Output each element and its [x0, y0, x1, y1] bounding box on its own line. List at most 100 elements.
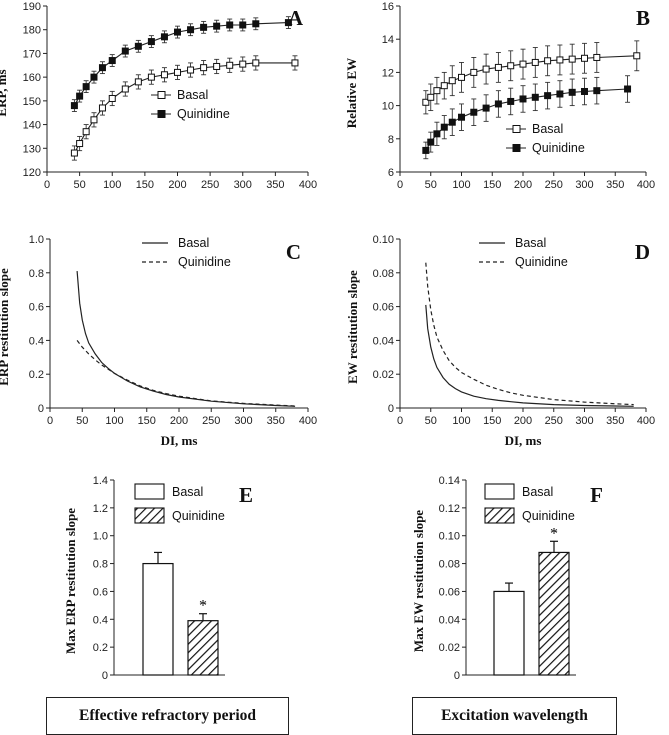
data-point-quinidine — [187, 26, 195, 34]
y-tick-label: 0.8 — [93, 559, 108, 571]
y-tick-label: 0.4 — [29, 335, 44, 347]
x-tick-label: 100 — [105, 415, 123, 427]
data-point-basal — [482, 65, 490, 73]
data-point-quinidine — [427, 138, 435, 146]
y-tick-label: 190 — [23, 1, 41, 13]
data-point-basal — [422, 98, 430, 106]
y-tick-label: 0.6 — [29, 302, 44, 314]
x-tick-label: 50 — [74, 179, 86, 191]
y-tick-label: 130 — [23, 143, 41, 155]
y-tick-label: 0 — [454, 670, 460, 682]
y-tick-label: 180 — [23, 25, 41, 37]
data-point-quinidine — [556, 90, 564, 98]
data-point-quinidine — [226, 21, 234, 29]
x-tick-label: 150 — [138, 415, 156, 427]
data-point-quinidine — [448, 118, 456, 126]
data-point-basal — [593, 53, 601, 61]
data-point-quinidine — [458, 113, 465, 121]
y-tick-label: 8 — [388, 134, 394, 146]
y-tick-label: 0.2 — [93, 642, 108, 654]
data-point-quinidine — [90, 73, 98, 81]
y-tick-label: 0.8 — [29, 268, 44, 280]
y-tick-label: 0.10 — [373, 234, 394, 246]
legend-swatch-quinidine — [484, 507, 515, 524]
data-point-quinidine — [593, 87, 601, 95]
data-point-quinidine — [98, 64, 106, 72]
x-tick-label: 250 — [201, 179, 219, 191]
y-tick-label: 0.02 — [439, 642, 460, 654]
panel-label: D — [635, 240, 650, 264]
data-point-basal — [568, 55, 576, 63]
legend-label-quinidine: Quinidine — [177, 107, 230, 121]
legend-label-quinidine: Quinidine — [532, 141, 585, 155]
x-tick-label: 400 — [637, 415, 655, 427]
data-point-basal — [519, 60, 527, 68]
data-point-basal — [98, 104, 106, 112]
data-point-basal — [448, 77, 456, 85]
y-tick-label: 0.06 — [439, 586, 460, 598]
y-tick-label: 0.02 — [373, 369, 394, 381]
y-tick-label: 0.2 — [29, 369, 44, 381]
series-line-basal — [425, 304, 634, 407]
bar-quinidine — [538, 551, 570, 676]
x-axis-title: DI, ms — [505, 433, 542, 448]
panel-label: F — [590, 483, 603, 507]
panel-label: E — [239, 483, 253, 507]
data-point-basal — [531, 58, 539, 66]
data-point-quinidine — [200, 23, 208, 31]
legend-marker — [157, 110, 166, 118]
series-line-quinidine — [425, 262, 634, 406]
y-tick-label: 6 — [388, 167, 394, 179]
data-point-basal — [213, 62, 221, 70]
data-point-basal — [291, 59, 299, 67]
legend-label-basal: Basal — [515, 236, 546, 250]
data-point-quinidine — [624, 85, 632, 93]
series-line-basal — [76, 271, 296, 407]
data-point-quinidine — [213, 22, 221, 30]
x-tick-label: 150 — [483, 415, 501, 427]
data-point-basal — [556, 56, 564, 64]
data-point-quinidine — [531, 93, 539, 101]
data-point-basal — [440, 82, 448, 90]
y-axis-title: Relative EW — [344, 58, 359, 128]
data-point-quinidine — [519, 95, 527, 103]
y-tick-label: 170 — [23, 48, 41, 60]
x-tick-label: 200 — [170, 415, 188, 427]
y-axis-title: ERP restitution slope — [0, 268, 11, 386]
data-point-basal — [160, 71, 168, 79]
data-point-basal — [134, 78, 142, 86]
y-tick-label: 12 — [382, 67, 394, 79]
legend-label-quinidine: Quinidine — [522, 509, 575, 523]
data-point-basal — [90, 116, 98, 124]
x-tick-label: 300 — [575, 415, 593, 427]
data-point-basal — [581, 54, 588, 62]
data-point-quinidine — [581, 87, 588, 95]
y-tick-label: 14 — [382, 34, 394, 46]
y-tick-label: 1.4 — [93, 475, 108, 487]
x-tick-label: 350 — [606, 179, 624, 191]
y-tick-label: 0 — [388, 403, 394, 415]
data-point-quinidine — [108, 57, 116, 65]
data-point-quinidine — [121, 47, 129, 55]
data-point-quinidine — [440, 123, 448, 131]
data-point-quinidine — [544, 92, 552, 100]
data-point-basal — [252, 59, 260, 67]
y-axis-title: ERP, ms — [0, 69, 9, 116]
data-point-quinidine — [252, 20, 260, 28]
data-point-basal — [507, 62, 515, 70]
caption-effective-refractory-period: Effective refractory period — [46, 697, 289, 735]
x-tick-label: 50 — [425, 179, 437, 191]
data-point-basal — [200, 64, 208, 72]
x-tick-label: 300 — [234, 179, 252, 191]
data-point-basal — [239, 60, 247, 68]
data-point-basal — [121, 85, 129, 93]
data-point-basal — [147, 73, 155, 81]
legend-label-basal: Basal — [178, 236, 209, 250]
panel-label: A — [288, 6, 304, 30]
x-tick-label: 250 — [545, 415, 563, 427]
x-tick-label: 0 — [47, 415, 53, 427]
data-point-basal — [187, 66, 195, 74]
data-point-quinidine — [482, 104, 490, 112]
data-point-quinidine — [494, 100, 502, 108]
